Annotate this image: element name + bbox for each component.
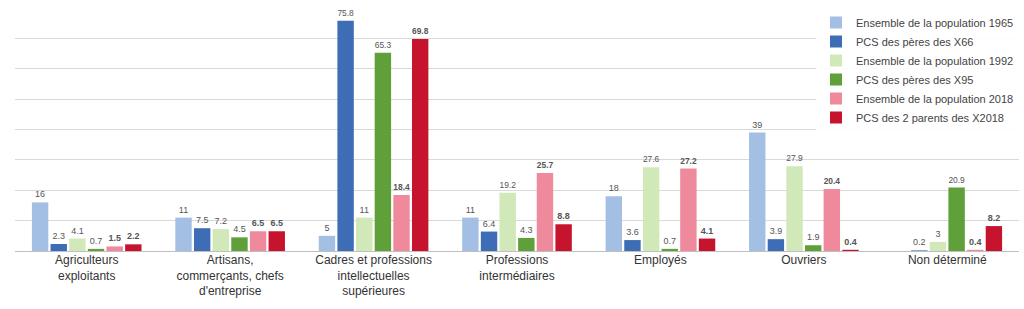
svg-text:6.5: 6.5 — [270, 218, 283, 228]
svg-text:6.5: 6.5 — [252, 218, 265, 228]
svg-text:Cadres et professionsintellect: Cadres et professionsintellectuellessupé… — [315, 253, 432, 298]
svg-text:0.2: 0.2 — [913, 237, 926, 247]
svg-text:39: 39 — [752, 120, 762, 130]
svg-text:4.1: 4.1 — [701, 226, 714, 236]
svg-text:16: 16 — [35, 189, 45, 199]
svg-text:11: 11 — [179, 205, 188, 215]
svg-text:75.8: 75.8 — [337, 8, 354, 18]
svg-text:65.3: 65.3 — [375, 40, 392, 50]
svg-text:27.2: 27.2 — [680, 156, 697, 166]
svg-text:0.7: 0.7 — [663, 236, 676, 246]
svg-text:3: 3 — [935, 229, 940, 239]
svg-text:PCS des pères des X66: PCS des pères des X66 — [856, 36, 973, 48]
svg-text:0.4: 0.4 — [969, 237, 982, 247]
svg-text:20.9: 20.9 — [948, 175, 965, 185]
svg-text:20.4: 20.4 — [824, 176, 841, 186]
svg-text:27.9: 27.9 — [786, 153, 803, 163]
svg-text:8.2: 8.2 — [988, 213, 1001, 223]
svg-text:25.7: 25.7 — [537, 160, 554, 170]
svg-text:1.5: 1.5 — [108, 233, 121, 243]
svg-text:7.5: 7.5 — [196, 215, 209, 225]
svg-text:3.9: 3.9 — [770, 226, 783, 236]
svg-text:Artisans,commerçants, chefsd'e: Artisans,commerçants, chefsd'entreprise — [176, 253, 283, 298]
svg-text:Agriculteursexploitants: Agriculteursexploitants — [55, 253, 118, 283]
svg-text:69.8: 69.8 — [412, 26, 429, 36]
svg-text:Ensemble de la population 1965: Ensemble de la population 1965 — [856, 17, 1013, 29]
svg-text:2.3: 2.3 — [52, 231, 65, 241]
svg-text:1.9: 1.9 — [807, 232, 820, 242]
svg-text:11: 11 — [466, 205, 475, 215]
svg-text:Ensemble de la population 1992: Ensemble de la population 1992 — [856, 55, 1013, 67]
svg-text:7.2: 7.2 — [215, 216, 228, 226]
svg-text:3.6: 3.6 — [626, 227, 639, 237]
svg-text:11: 11 — [360, 205, 369, 215]
svg-text:4.5: 4.5 — [233, 224, 246, 234]
svg-text:0.7: 0.7 — [90, 236, 103, 246]
svg-text:19.2: 19.2 — [499, 180, 516, 190]
svg-text:18.4: 18.4 — [393, 182, 410, 192]
svg-text:18: 18 — [609, 183, 619, 193]
svg-text:4.3: 4.3 — [520, 225, 533, 235]
svg-text:Ensemble de la population 2018: Ensemble de la population 2018 — [856, 93, 1013, 105]
svg-text:27.6: 27.6 — [643, 154, 660, 164]
svg-text:2.2: 2.2 — [127, 231, 140, 241]
svg-text:Professionsintermédiaires: Professionsintermédiaires — [479, 253, 554, 283]
svg-text:8.8: 8.8 — [557, 211, 570, 221]
svg-text:PCS des 2 parents des X2018: PCS des 2 parents des X2018 — [856, 112, 1004, 124]
svg-text:Ouvriers: Ouvriers — [781, 253, 826, 267]
svg-text:0.4: 0.4 — [844, 237, 857, 247]
svg-text:PCS des pères des X95: PCS des pères des X95 — [856, 74, 973, 86]
svg-text:Non déterminé: Non déterminé — [908, 253, 987, 267]
svg-text:4.1: 4.1 — [71, 226, 84, 236]
svg-text:5: 5 — [324, 223, 329, 233]
svg-text:6.4: 6.4 — [483, 219, 496, 229]
svg-text:Employés: Employés — [634, 253, 687, 267]
